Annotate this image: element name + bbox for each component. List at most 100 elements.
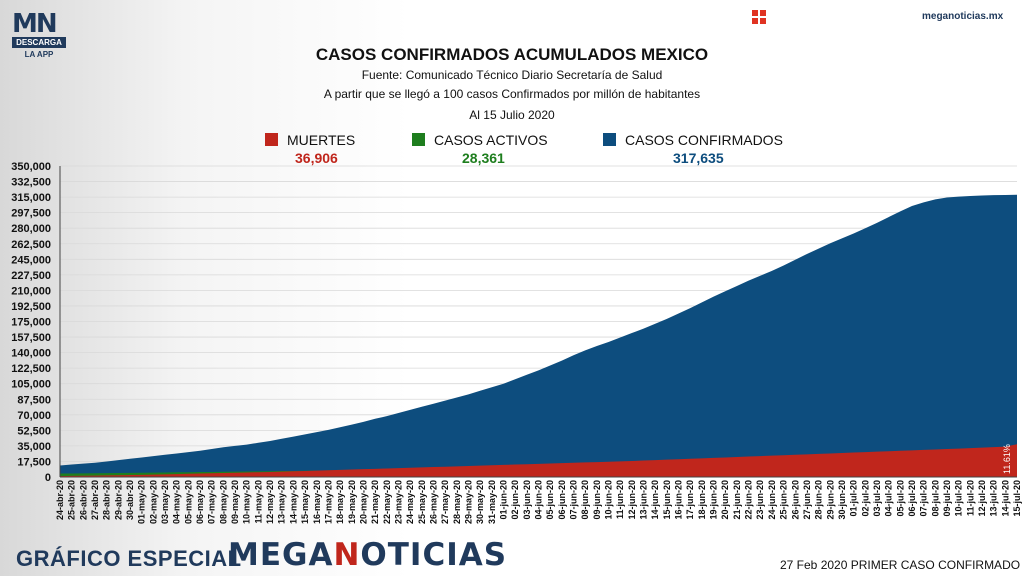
y-tick-label: 297,500: [11, 208, 51, 220]
x-tick-label: 05-may-20: [183, 480, 193, 524]
x-tick-label: 26-abr-20: [78, 480, 88, 520]
x-tick-label: 06-jun-20: [557, 480, 567, 520]
y-tick-label: 350,000: [11, 161, 51, 173]
x-tick-label: 12-jul-20: [977, 480, 987, 517]
y-tick-label: 52,500: [17, 425, 51, 437]
brand-part-2: N: [333, 537, 361, 573]
x-tick-label: 11-jun-20: [615, 480, 625, 519]
site-url[interactable]: meganoticias.mx: [922, 11, 1004, 22]
x-tick-label: 29-jun-20: [825, 480, 835, 520]
x-tick-label: 10-jun-20: [604, 480, 614, 520]
y-tick-label: 17,500: [17, 456, 51, 468]
x-tick-label: 07-may-20: [207, 480, 217, 524]
y-tick-label: 140,000: [11, 348, 51, 360]
x-tick-label: 14-jun-20: [650, 480, 660, 520]
x-tick-label: 25-abr-20: [67, 480, 77, 520]
chart-title: CASOS CONFIRMADOS ACUMULADOS MEXICO: [315, 45, 709, 64]
x-tick-label: 04-jul-20: [884, 480, 894, 517]
x-tick-label: 10-jul-20: [954, 480, 964, 517]
logo-badge: DESCARGA: [12, 37, 66, 48]
x-tick-label: 06-jul-20: [907, 480, 917, 517]
x-tick-label: 14-may-20: [288, 480, 298, 524]
x-tick-label: 21-may-20: [370, 480, 380, 524]
y-tick-label: 70,000: [17, 410, 51, 422]
y-tick-label: 157,500: [11, 332, 51, 344]
logo-mark: MN: [12, 9, 58, 39]
x-tick-label: 08-jun-20: [580, 480, 590, 520]
y-tick-label: 87,500: [17, 394, 51, 406]
x-tick-label: 08-may-20: [218, 480, 228, 524]
y-tick-label: 105,000: [11, 379, 51, 391]
meganoticias-app-logo[interactable]: MN DESCARGA LA APP: [12, 10, 66, 59]
legend-value-confirmed: 317,635: [673, 150, 724, 166]
legend-swatch-deaths: [265, 133, 278, 146]
series-area-casos-confirmados: [60, 194, 1017, 477]
x-tick-label: 19-jun-20: [709, 480, 719, 520]
x-tick-label: 02-may-20: [148, 480, 158, 524]
x-tick-label: 01-jul-20: [849, 480, 859, 517]
x-tick-label: 24-jun-20: [767, 480, 777, 520]
plus-cross-icon: [752, 10, 766, 24]
x-tick-label: 20-may-20: [358, 480, 368, 524]
x-tick-label: 03-jul-20: [872, 480, 882, 517]
x-tick-label: 01-jun-20: [498, 480, 508, 520]
x-tick-label: 20-jun-20: [720, 480, 730, 520]
y-tick-label: 175,000: [11, 317, 51, 329]
percent-annotation: 11.61%: [1002, 444, 1012, 474]
x-tick-label: 28-may-20: [452, 480, 462, 524]
legend-swatch-confirmed: [603, 133, 616, 146]
y-tick-label: 280,000: [11, 223, 51, 235]
x-tick-label: 19-may-20: [347, 480, 357, 524]
y-tick-label: 227,500: [11, 270, 51, 282]
x-tick-label: 25-may-20: [417, 480, 427, 524]
brand-part-1: MEGA: [228, 537, 334, 573]
x-tick-label: 01-may-20: [137, 480, 147, 524]
x-tick-label: 26-may-20: [428, 480, 438, 524]
x-tick-label: 23-may-20: [393, 480, 403, 524]
y-tick-label: 245,000: [11, 254, 51, 266]
x-tick-label: 13-jul-20: [989, 480, 999, 517]
x-tick-label: 10-may-20: [242, 480, 252, 524]
x-tick-label: 18-jun-20: [697, 480, 707, 520]
x-tick-label: 25-jun-20: [779, 480, 789, 520]
x-tick-label: 27-may-20: [440, 480, 450, 524]
x-tick-label: 11-may-20: [253, 480, 263, 524]
x-tick-label: 30-jun-20: [837, 480, 847, 520]
y-tick-label: 0: [45, 472, 51, 484]
footer-brand[interactable]: MEGANOTICIAS: [228, 537, 507, 573]
x-tick-label: 15-jul-20: [1012, 480, 1022, 517]
y-tick-label: 35,000: [17, 441, 51, 453]
y-tick-label: 332,500: [11, 177, 51, 189]
chart-source: Fuente: Comunicado Técnico Diario Secret…: [361, 68, 663, 82]
x-tick-label: 31-may-20: [487, 480, 497, 524]
x-tick-label: 17-may-20: [323, 480, 333, 524]
x-tick-label: 13-jun-20: [639, 480, 649, 520]
x-tick-label: 17-jun-20: [685, 480, 695, 520]
y-tick-label: 315,000: [11, 192, 51, 204]
x-tick-label: 24-abr-20: [55, 480, 65, 520]
x-tick-label: 15-jun-20: [662, 480, 672, 520]
legend-label-active: CASOS ACTIVOS: [434, 132, 548, 148]
x-tick-label: 30-may-20: [475, 480, 485, 524]
x-tick-label: 09-jul-20: [942, 480, 952, 517]
x-tick-label: 05-jun-20: [545, 480, 555, 520]
x-tick-label: 29-may-20: [463, 480, 473, 524]
x-tick-label: 29-abr-20: [113, 480, 123, 520]
x-tick-label: 13-may-20: [277, 480, 287, 524]
x-tick-label: 27-abr-20: [90, 480, 100, 520]
x-tick-label: 07-jul-20: [919, 480, 929, 517]
legend-label-deaths: MUERTES: [287, 132, 356, 148]
legend-swatch-active: [412, 133, 425, 146]
x-tick-label: 09-may-20: [230, 480, 240, 524]
x-tick-label: 12-jun-20: [627, 480, 637, 520]
x-tick-label: 15-may-20: [300, 480, 310, 524]
x-tick-label: 04-may-20: [172, 480, 182, 524]
y-tick-label: 192,500: [11, 301, 51, 313]
x-tick-label: 03-jun-20: [522, 480, 532, 520]
chart-description: A partir que se llegó a 100 casos Confir…: [323, 87, 701, 101]
x-tick-label: 11-jul-20: [965, 480, 975, 516]
legend-label-confirmed: CASOS CONFIRMADOS: [625, 132, 783, 148]
x-tick-label: 03-may-20: [160, 480, 170, 524]
x-tick-label: 18-may-20: [335, 480, 345, 524]
